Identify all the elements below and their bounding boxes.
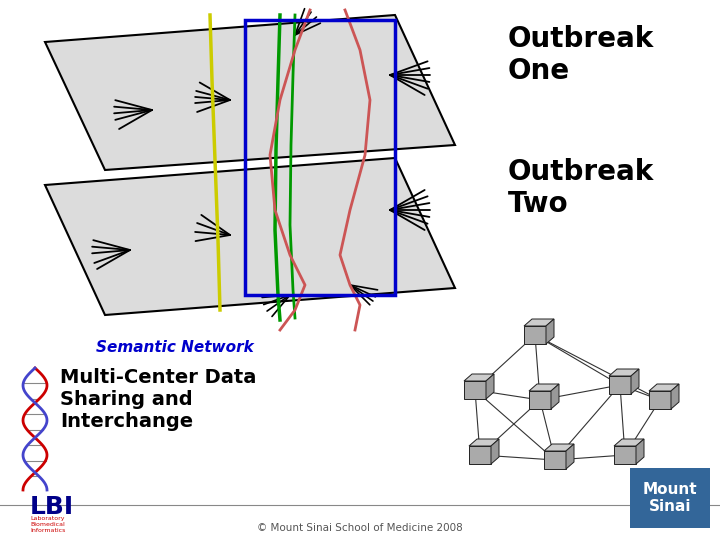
Polygon shape [671, 384, 679, 409]
Text: Mount
Sinai: Mount Sinai [643, 482, 697, 514]
Polygon shape [45, 158, 455, 315]
Polygon shape [486, 374, 494, 399]
Polygon shape [529, 384, 559, 391]
Text: Outbreak
One: Outbreak One [508, 25, 654, 85]
Polygon shape [609, 369, 639, 376]
Polygon shape [491, 439, 499, 464]
Text: Laboratory
Biomedical
Informatics: Laboratory Biomedical Informatics [30, 516, 66, 532]
Bar [614, 446, 636, 464]
Polygon shape [614, 439, 644, 446]
Bar [649, 391, 671, 409]
Text: Outbreak
Two: Outbreak Two [508, 158, 654, 218]
Polygon shape [469, 439, 499, 446]
Polygon shape [45, 15, 455, 170]
Text: Semantic Network: Semantic Network [96, 340, 254, 355]
Text: Multi-Center Data
Sharing and
Interchange: Multi-Center Data Sharing and Interchang… [60, 368, 256, 431]
Polygon shape [636, 439, 644, 464]
Bar [630, 468, 710, 528]
Bar [245, 20, 395, 295]
Bar [529, 391, 551, 409]
Polygon shape [546, 319, 554, 344]
Polygon shape [464, 374, 494, 381]
Bar [544, 451, 566, 469]
Bar [469, 446, 491, 464]
Polygon shape [649, 384, 679, 391]
Polygon shape [551, 384, 559, 409]
Polygon shape [524, 319, 554, 326]
Text: LBI: LBI [30, 495, 74, 519]
Polygon shape [631, 369, 639, 394]
Bar [464, 381, 486, 399]
Text: © Mount Sinai School of Medicine 2008: © Mount Sinai School of Medicine 2008 [257, 523, 463, 533]
Polygon shape [566, 444, 574, 469]
Polygon shape [544, 444, 574, 451]
Bar [524, 326, 546, 344]
Bar [609, 376, 631, 394]
